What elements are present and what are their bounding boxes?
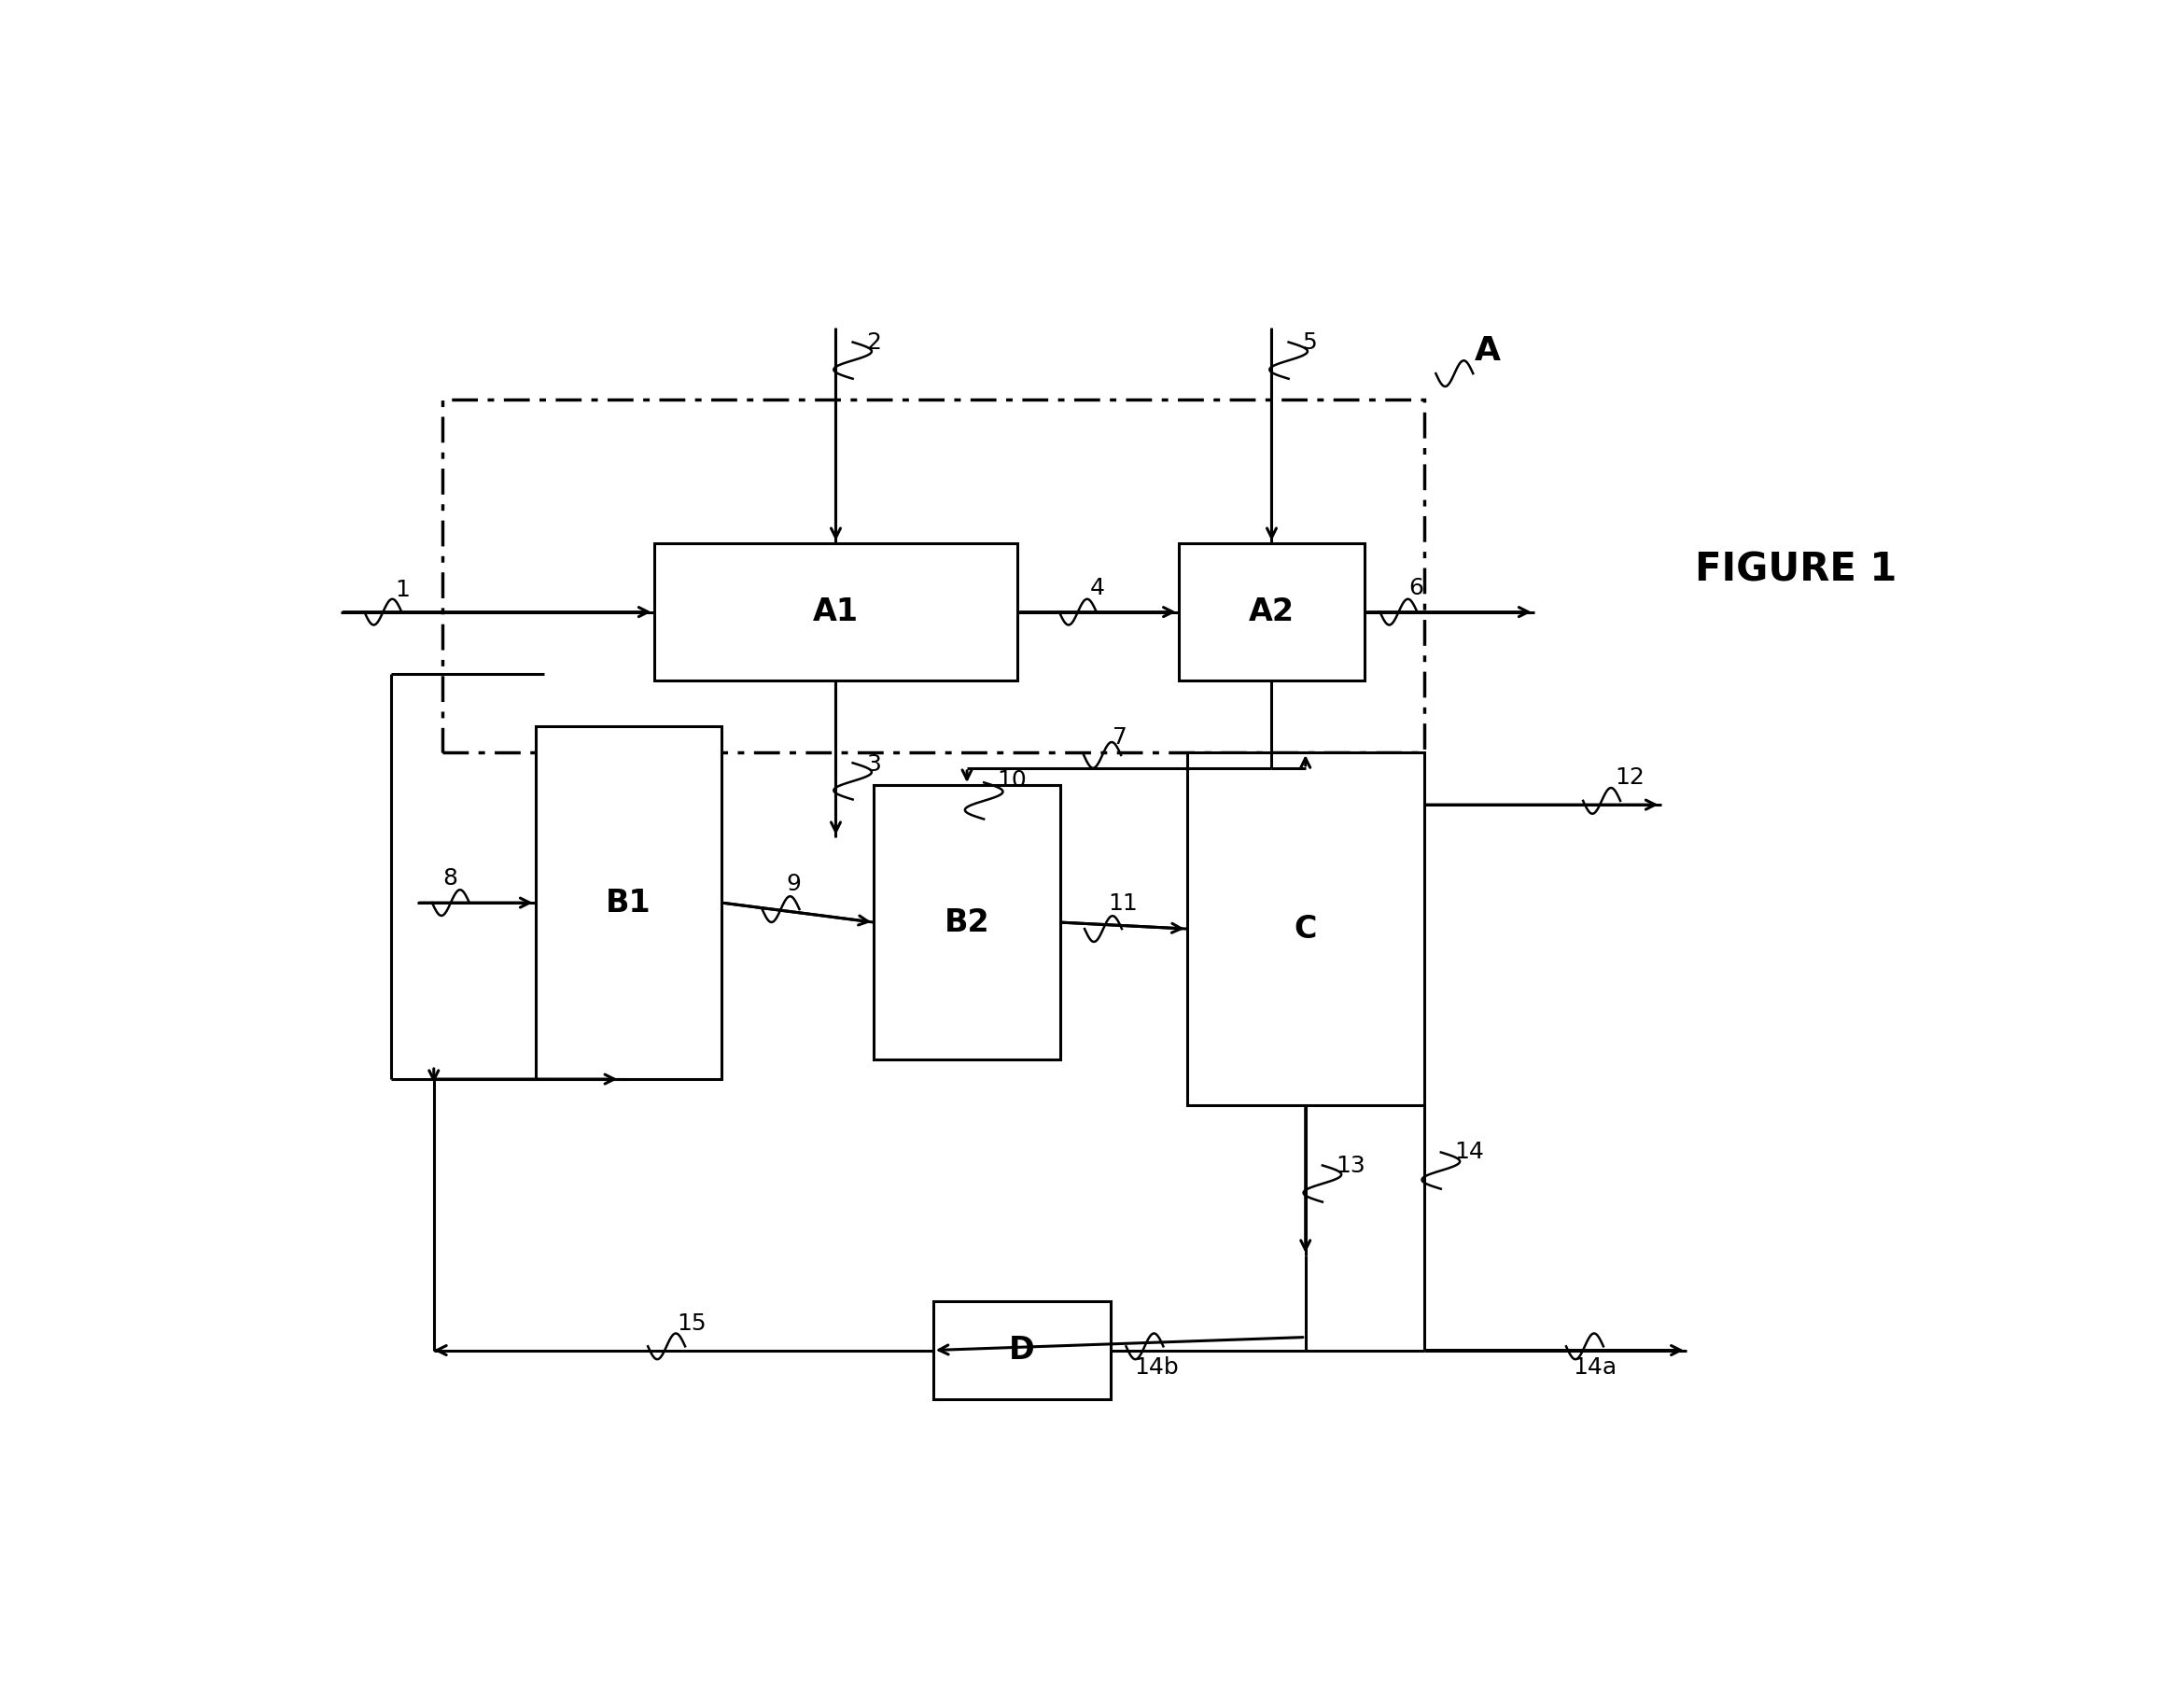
Text: 2: 2 <box>867 331 880 355</box>
Bar <box>1179 543 1365 680</box>
Text: 15: 15 <box>677 1312 705 1334</box>
Text: 9: 9 <box>786 872 802 894</box>
Text: 1: 1 <box>395 579 411 601</box>
Text: A1: A1 <box>812 597 858 628</box>
Bar <box>653 543 1018 680</box>
Text: C: C <box>1295 913 1317 944</box>
Text: 4: 4 <box>1090 577 1105 599</box>
Bar <box>933 1302 1112 1400</box>
Bar <box>535 726 721 1079</box>
Text: 3: 3 <box>867 753 880 776</box>
Text: 14a: 14a <box>1572 1356 1616 1380</box>
Bar <box>441 400 1424 752</box>
Text: D: D <box>1009 1336 1035 1366</box>
Bar <box>1188 752 1424 1105</box>
Text: 13: 13 <box>1337 1154 1365 1178</box>
Text: B2: B2 <box>943 906 989 938</box>
Text: 8: 8 <box>441 867 456 889</box>
Text: B1: B1 <box>605 888 651 918</box>
Bar <box>874 786 1059 1059</box>
Text: FIGURE 1: FIGURE 1 <box>1695 550 1896 589</box>
Text: 6: 6 <box>1409 577 1424 599</box>
Text: 14: 14 <box>1455 1140 1485 1162</box>
Text: 5: 5 <box>1302 331 1317 355</box>
Text: 12: 12 <box>1616 767 1645 789</box>
Text: A2: A2 <box>1249 597 1295 628</box>
Text: 10: 10 <box>998 769 1026 791</box>
Text: 11: 11 <box>1107 893 1138 915</box>
Text: 14b: 14b <box>1133 1356 1179 1380</box>
Text: A: A <box>1474 336 1500 367</box>
Text: 7: 7 <box>1112 726 1127 748</box>
